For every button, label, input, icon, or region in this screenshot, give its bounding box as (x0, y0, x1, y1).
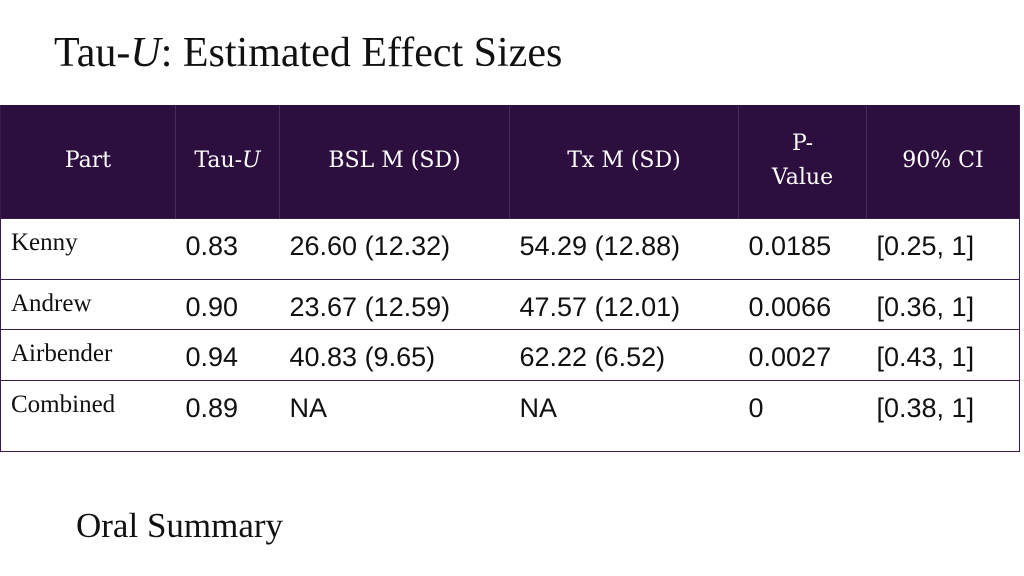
header-part: Part (0, 105, 176, 218)
cell-bsl: 23.67 (12.59) (289, 291, 451, 322)
cell-p: 0.0066 (748, 291, 832, 322)
header-bsl: BSL M (SD) (279, 105, 510, 218)
effect-size-table: Part Tau-U BSL M (SD) Tx M (SD) P- Value … (0, 105, 1020, 452)
header-p-value: P- Value (738, 105, 867, 218)
cell-tau: 0.83 (185, 230, 239, 261)
cell-tx: 47.57 (12.01) (519, 291, 681, 322)
cell-ci: [0.36, 1] (876, 291, 975, 322)
header-tx: Tx M (SD) (509, 105, 739, 218)
cell-part: Andrew (11, 289, 92, 317)
cell-part: Combined (11, 390, 116, 418)
header-p-line2: Value (771, 165, 834, 191)
header-ci: 90% CI (902, 148, 984, 174)
oral-summary-heading: Oral Summary (76, 506, 284, 545)
cell-p: 0 (748, 392, 764, 423)
cell-ci: [0.43, 1] (876, 341, 975, 372)
table-header-row: Part Tau-U BSL M (SD) Tx M (SD) P- Value … (0, 105, 1020, 218)
cell-bsl: NA (289, 392, 328, 423)
cell-tx: 62.22 (6.52) (519, 341, 666, 372)
cell-part: Airbender (11, 339, 113, 367)
cell-p: 0.0185 (748, 230, 832, 261)
cell-tau: 0.90 (185, 291, 239, 322)
cell-tx: NA (519, 392, 558, 423)
cell-part: Kenny (11, 228, 78, 256)
slide-title: Tau-U: Estimated Effect Sizes (54, 28, 562, 78)
cell-bsl: 26.60 (12.32) (289, 230, 451, 261)
cell-tau: 0.89 (185, 392, 239, 423)
header-tau-u: Tau-U (175, 105, 280, 218)
header-tau-prefix: Tau- (194, 148, 243, 174)
title-suffix: : Estimated Effect Sizes (160, 30, 563, 76)
title-italic-u: U (130, 30, 161, 76)
table-row: Kenny 0.83 26.60 (12.32) 54.29 (12.88) 0… (0, 218, 1020, 279)
cell-tx: 54.29 (12.88) (519, 230, 681, 261)
table-row: Airbender 0.94 40.83 (9.65) 62.22 (6.52)… (0, 329, 1020, 380)
cell-p: 0.0027 (748, 341, 832, 372)
cell-ci: [0.38, 1] (876, 392, 975, 423)
header-tau-italic: U (242, 148, 261, 174)
table-row: Andrew 0.90 23.67 (12.59) 47.57 (12.01) … (0, 279, 1020, 329)
title-prefix: Tau- (54, 30, 131, 76)
cell-ci: [0.25, 1] (876, 230, 975, 261)
cell-bsl: 40.83 (9.65) (289, 341, 436, 372)
cell-tau: 0.94 (185, 341, 239, 372)
table-row: Combined 0.89 NA NA 0 [0.38, 1] (0, 380, 1020, 451)
header-p-line1: P- (791, 131, 814, 157)
